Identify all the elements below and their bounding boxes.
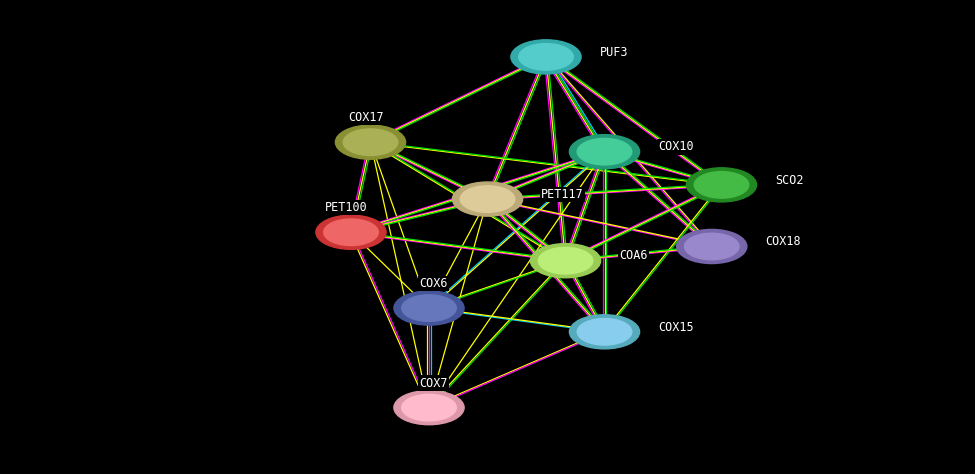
Circle shape [402, 295, 456, 321]
Circle shape [569, 135, 640, 169]
Circle shape [394, 391, 464, 425]
Circle shape [677, 229, 747, 264]
Text: COX7: COX7 [419, 377, 448, 390]
Circle shape [686, 168, 757, 202]
Circle shape [519, 44, 573, 70]
Circle shape [452, 182, 523, 216]
Circle shape [394, 291, 464, 325]
Circle shape [460, 186, 515, 212]
Text: COX18: COX18 [765, 235, 801, 248]
Text: SCO2: SCO2 [775, 173, 803, 187]
Circle shape [577, 319, 632, 345]
Circle shape [402, 394, 456, 421]
Circle shape [577, 138, 632, 165]
Circle shape [694, 172, 749, 198]
Text: COX15: COX15 [658, 320, 694, 334]
Circle shape [511, 40, 581, 74]
Circle shape [316, 215, 386, 249]
Text: PET117: PET117 [541, 188, 584, 201]
Circle shape [684, 233, 739, 260]
Text: PUF3: PUF3 [600, 46, 628, 59]
Circle shape [530, 244, 601, 278]
Circle shape [335, 125, 406, 159]
Circle shape [538, 247, 593, 274]
Text: COX6: COX6 [419, 277, 448, 290]
Circle shape [569, 315, 640, 349]
Text: COX17: COX17 [348, 111, 383, 124]
Text: COX10: COX10 [658, 140, 694, 154]
Text: COA6: COA6 [619, 249, 647, 263]
Text: PET100: PET100 [325, 201, 368, 214]
Circle shape [343, 129, 398, 155]
Circle shape [324, 219, 378, 246]
